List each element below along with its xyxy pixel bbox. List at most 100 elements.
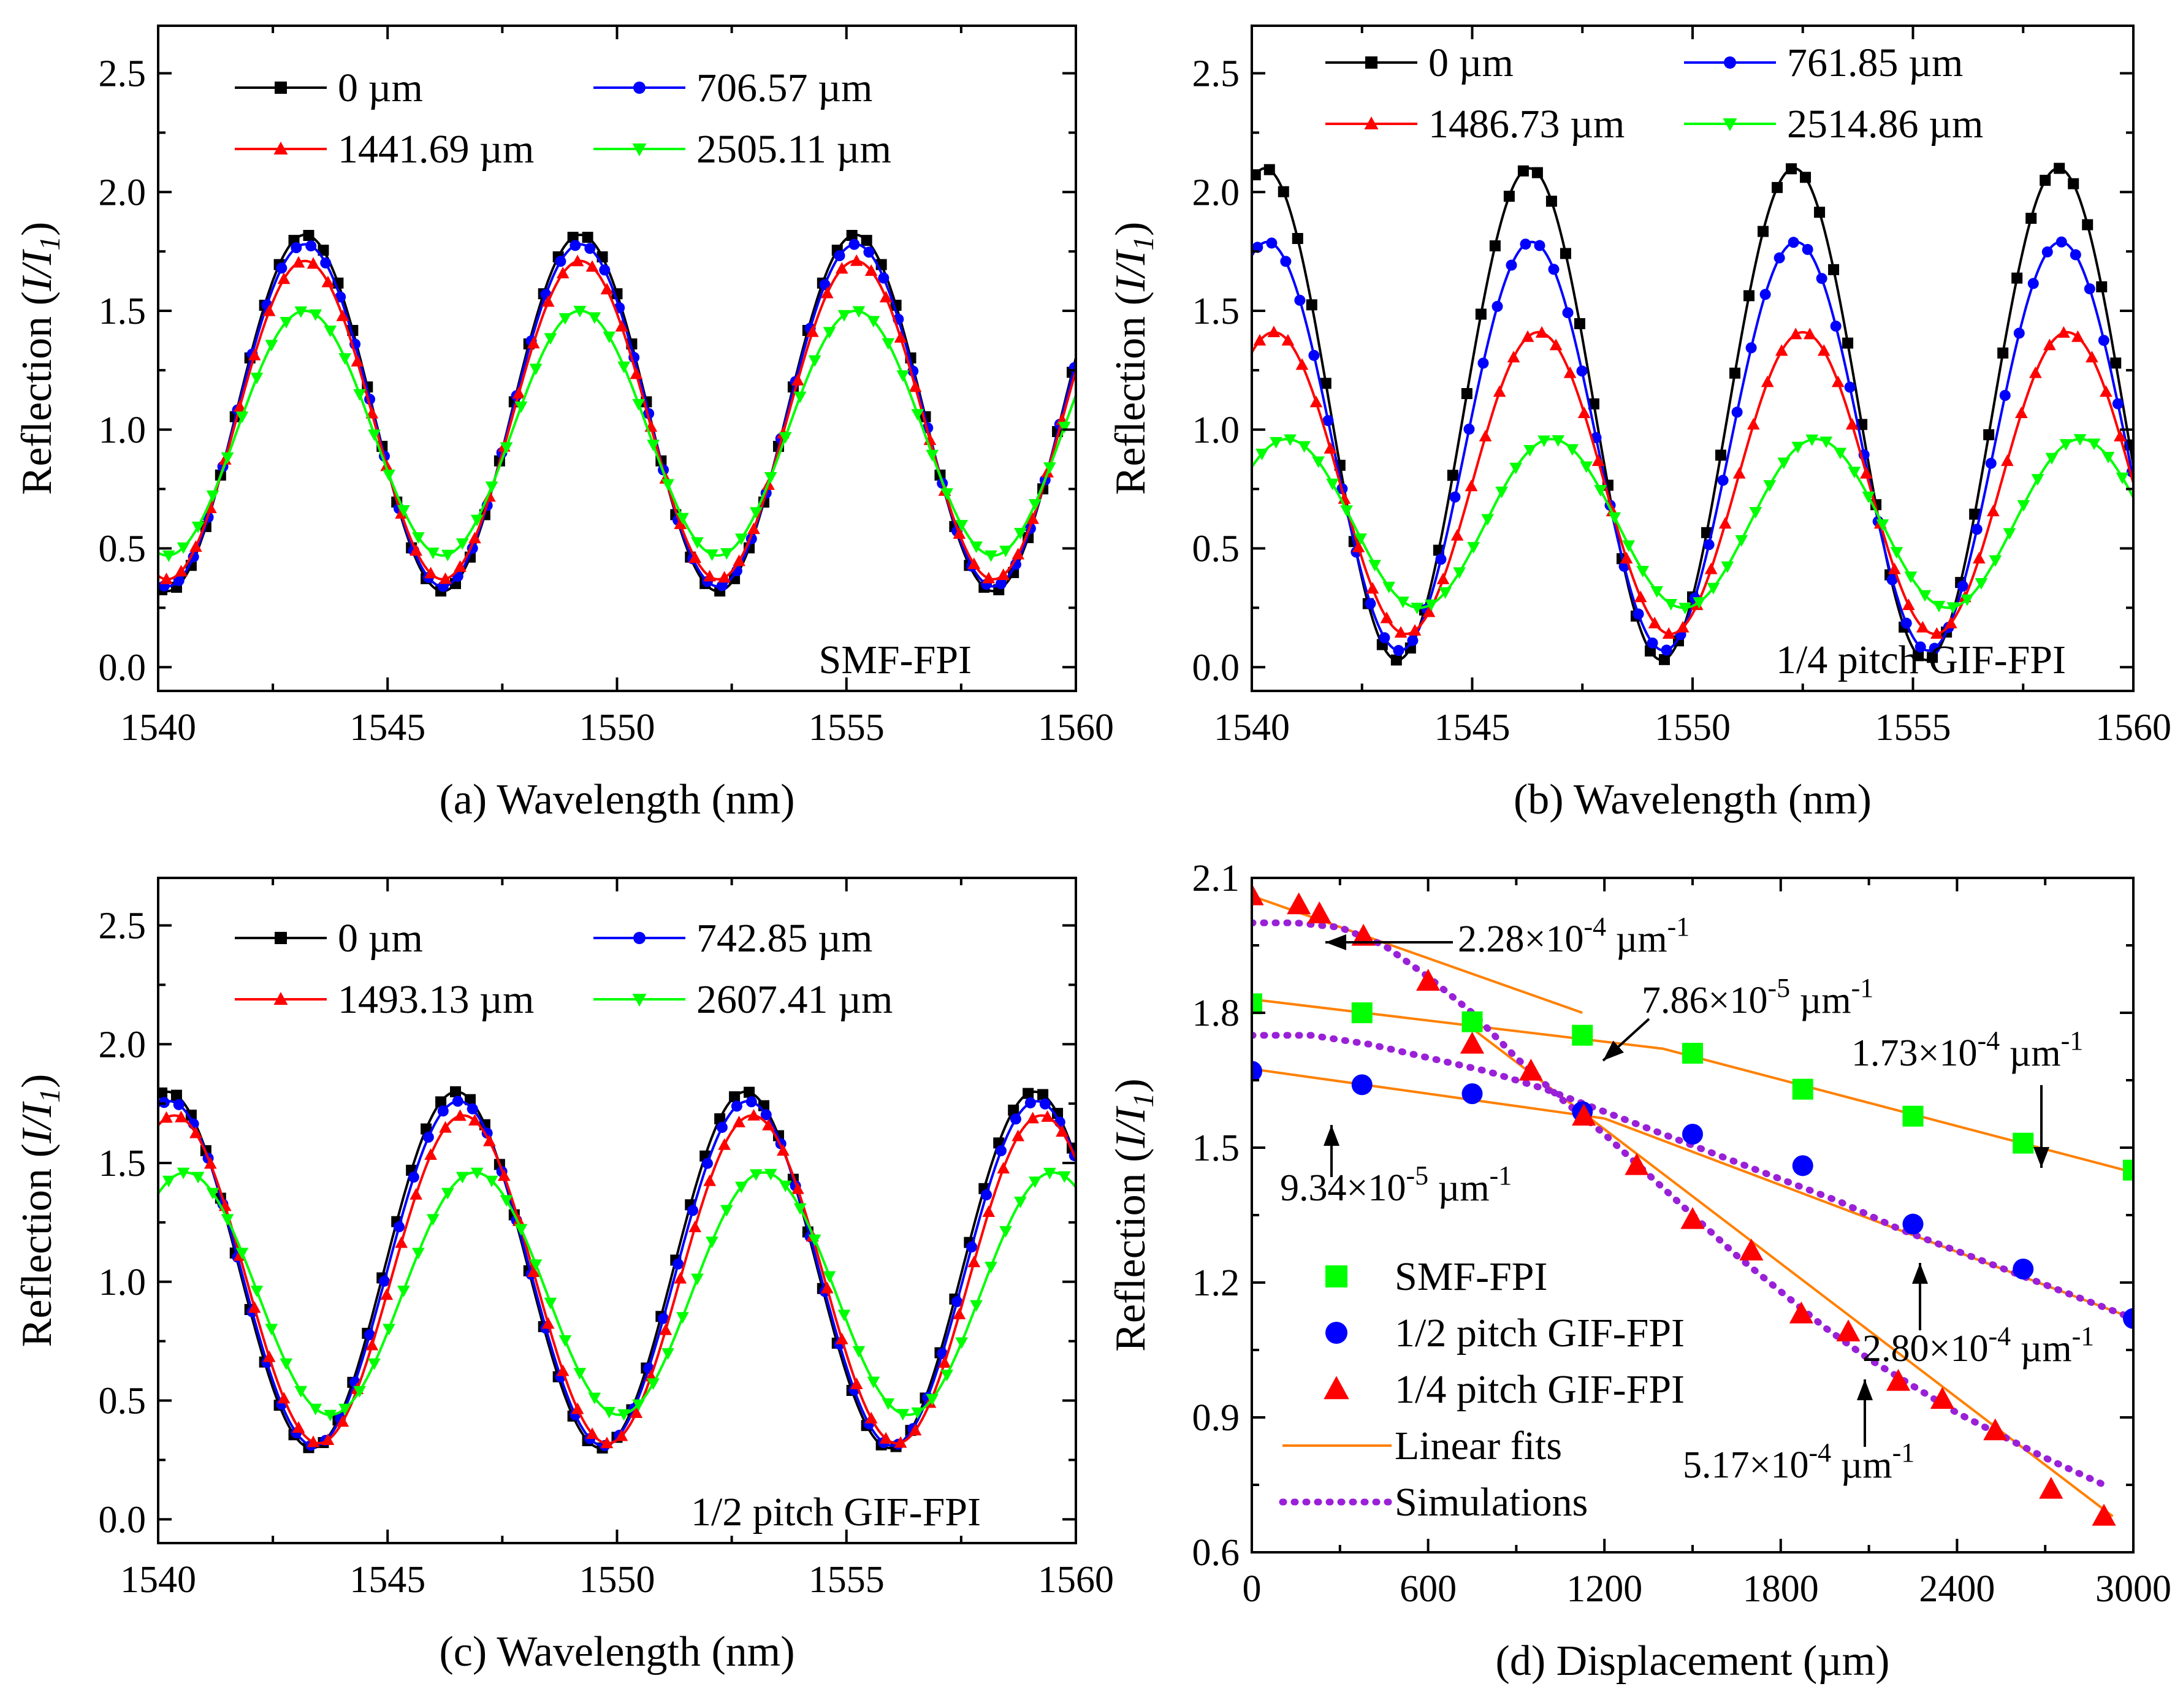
series-2-point — [541, 295, 555, 307]
legend-marker — [1365, 56, 1377, 69]
y-tick-label: 2.5 — [99, 905, 147, 947]
slope-unit-exp: -1 — [1667, 912, 1690, 942]
series-1-point — [2098, 335, 2109, 346]
slope-unit-exp: -1 — [1490, 1161, 1512, 1191]
series-1-point — [291, 242, 302, 254]
series-0-point — [1320, 378, 1332, 389]
series-2-point — [571, 254, 584, 267]
series-1-point — [393, 1221, 405, 1233]
series-2-point — [365, 406, 379, 419]
series-2-point — [160, 573, 173, 584]
series-1-point — [819, 279, 831, 291]
series-3-point — [2116, 472, 2129, 484]
series-3-point — [793, 1203, 807, 1215]
series-1-point — [1520, 238, 1531, 250]
series-1-point — [1393, 645, 1404, 657]
y-label-sub: 1 — [1127, 1092, 1160, 1107]
series-0-point — [1545, 196, 1557, 207]
series-1-point — [1703, 539, 1715, 551]
series-1-point — [1844, 381, 1856, 393]
x-tick-label: 1555 — [809, 1559, 885, 1601]
series-1-point — [1773, 252, 1785, 264]
series-1-point — [1985, 457, 1997, 469]
data-point-2 — [1572, 1104, 1596, 1126]
series-2-point — [175, 1110, 188, 1123]
legend-label: 0 µm — [1428, 40, 1514, 85]
series-1-point — [1294, 294, 1306, 306]
series-0-point — [2110, 357, 2122, 369]
data-point-2 — [1518, 1058, 1543, 1081]
series-2-point — [1295, 358, 1309, 370]
series-1-point — [1999, 389, 2011, 401]
series-3-point — [544, 333, 557, 345]
slope-annotation-text: 7.86×10-5 µm-1 — [1642, 973, 1873, 1021]
series-1-point — [1576, 365, 1588, 377]
series-3-point — [235, 1248, 249, 1260]
series-2-point — [439, 572, 452, 584]
series-2-point — [864, 264, 878, 276]
x-tick-label: 1540 — [120, 707, 196, 749]
series-0-point — [2054, 162, 2065, 174]
series-2-point — [1026, 1111, 1039, 1124]
y-label-sub: 1 — [1127, 236, 1160, 251]
series-0-point — [1997, 347, 2009, 359]
y-axis-label: Reflection (I/I1) — [1107, 1078, 1160, 1352]
series-2-point — [1648, 616, 1661, 628]
series-0-point — [1503, 191, 1515, 202]
series-3-point — [793, 391, 807, 403]
series-3-point — [529, 364, 543, 376]
series-2-point — [659, 1323, 672, 1335]
series-2-point — [718, 1138, 731, 1150]
series-3-point — [1255, 448, 1268, 460]
series-3-point — [338, 1403, 351, 1416]
series-3-point — [1029, 499, 1042, 511]
legend-item: 706.57 µm — [593, 66, 872, 110]
series-2-point — [395, 1236, 408, 1248]
series-3-point — [558, 1335, 572, 1347]
series-2-point — [277, 1392, 291, 1404]
series-3-point — [837, 310, 851, 322]
y-label-sub: 1 — [34, 1088, 66, 1103]
series-1-point — [1957, 581, 1968, 592]
series-2-point — [527, 1265, 540, 1277]
series-3-point — [720, 1205, 733, 1217]
series-0-point — [1772, 181, 1783, 193]
series-2-point — [791, 373, 804, 386]
series-2-point — [321, 275, 335, 288]
series-3-point — [1834, 448, 1847, 460]
series-2-point — [615, 1429, 628, 1441]
series-3-point — [706, 1237, 718, 1249]
series-3-point — [1523, 444, 1537, 457]
series-3-point — [294, 306, 308, 318]
series-2-point — [351, 354, 364, 367]
series-3-point — [1467, 542, 1480, 554]
series-3-point — [1014, 528, 1027, 540]
series-1-point — [2041, 246, 2053, 257]
series-1-point — [848, 238, 860, 250]
legend-item: 761.85 µm — [1684, 40, 1963, 85]
series-1-point — [1914, 641, 1926, 653]
series-2-point — [1267, 326, 1281, 337]
series-3-point — [1721, 561, 1734, 573]
series-2-point — [777, 1144, 790, 1156]
series-3-point — [162, 1175, 175, 1188]
series-2-point — [292, 256, 305, 268]
series-2-point — [2015, 406, 2028, 419]
y-label-text: Reflection ( — [1107, 1148, 1154, 1352]
series-2-point — [850, 254, 863, 266]
x-axis-label: (a) Wavelength (nm) — [439, 776, 794, 823]
series-1-point — [716, 580, 728, 592]
series-3-point — [485, 481, 498, 494]
data-point-2 — [1416, 969, 1441, 991]
series-2-point — [1041, 1110, 1054, 1122]
legend-label: Linear fits — [1395, 1424, 1562, 1468]
series-1-point — [570, 240, 581, 251]
data-point-0 — [1682, 1043, 1703, 1064]
x-tick-label: 1545 — [349, 707, 425, 749]
x-tick-label: 3000 — [2095, 1568, 2171, 1610]
y-tick-label: 1.0 — [1192, 410, 1240, 451]
data-point-2 — [1886, 1368, 1911, 1391]
legend-item: 2607.41 µm — [593, 977, 893, 1022]
series-3-point — [514, 1224, 528, 1236]
